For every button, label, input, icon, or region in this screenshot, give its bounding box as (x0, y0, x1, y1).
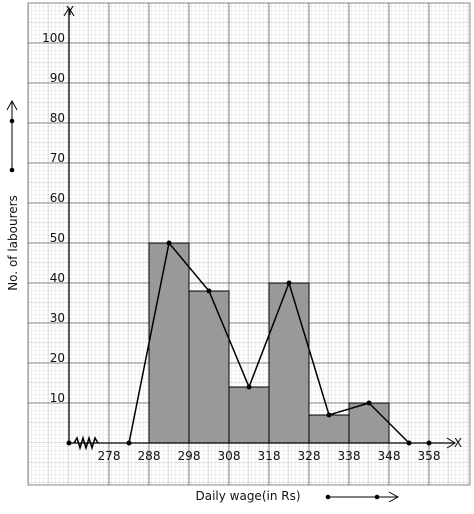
y-hint-dot (9, 167, 15, 173)
y-tick-label: 40 (50, 271, 65, 285)
y-tick-label: 70 (50, 151, 65, 165)
x-tick-label: 288 (138, 449, 161, 463)
axis-dot (426, 440, 432, 446)
x-arrow (446, 437, 456, 449)
y-arrow (63, 7, 75, 17)
y-tick-label: 10 (50, 391, 65, 405)
y-hint-head (6, 99, 18, 111)
y-axis-label: No. of labourers (6, 195, 20, 291)
bar (308, 414, 350, 444)
x-tick-label: 348 (378, 449, 401, 463)
x-tick-label: 308 (218, 449, 241, 463)
x-hint-dot (374, 494, 380, 500)
x-tick-label: 298 (178, 449, 201, 463)
y-tick-label: 60 (50, 191, 65, 205)
x-tick-label: 278 (98, 449, 121, 463)
polygon-point (126, 440, 132, 446)
bar (148, 242, 190, 444)
frequency-polygon (128, 241, 410, 444)
x-axis-label: Daily wage(in Rs) (195, 489, 300, 503)
polygon-point (366, 400, 372, 406)
y-tick-label: 100 (42, 31, 65, 45)
y-tick-label: 80 (50, 111, 65, 125)
bar (348, 402, 390, 444)
x-tick-label: 338 (338, 449, 361, 463)
bar (268, 282, 310, 444)
polygon-point (166, 240, 172, 246)
y-tick-label: 30 (50, 311, 65, 325)
y-axis-letter: Y (65, 4, 74, 18)
bar (188, 290, 230, 444)
x-hint-dot (325, 494, 331, 500)
y-hint-dot (9, 118, 15, 124)
axis-break (73, 435, 99, 451)
bar (228, 386, 270, 444)
y-tick-label: 50 (50, 231, 65, 245)
x-hint-head (388, 491, 400, 503)
polygon-point (286, 280, 292, 286)
y-tick-label: 20 (50, 351, 65, 365)
y-tick-label: 90 (50, 71, 65, 85)
x-axis-letter: X (454, 436, 462, 450)
x-tick-label: 358 (418, 449, 441, 463)
x-tick-label: 328 (298, 449, 321, 463)
x-tick-label: 318 (258, 449, 281, 463)
polygon-point (206, 288, 212, 294)
polygon-point (406, 440, 412, 446)
origin-dot (66, 440, 72, 446)
polygon-point (326, 412, 332, 418)
polygon-point (246, 384, 252, 390)
